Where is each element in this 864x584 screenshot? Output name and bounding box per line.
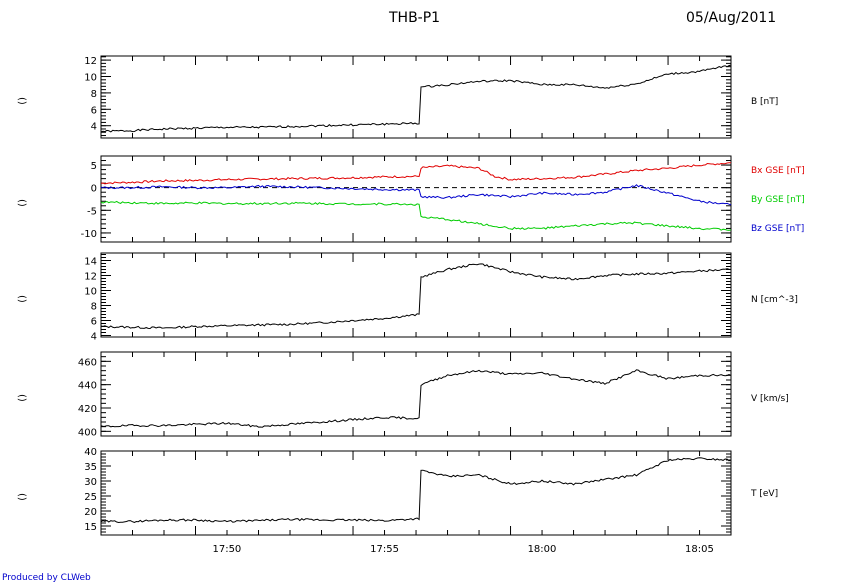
y-tick-label: 10 xyxy=(84,73,97,84)
y-tick-label: 35 xyxy=(84,462,97,473)
y-tick-label: 6 xyxy=(91,105,97,116)
y-tick-label: 12 xyxy=(84,272,97,283)
x-tick-label: 17:55 xyxy=(370,544,399,555)
x-tick-label: 18:05 xyxy=(685,544,714,555)
panel-frame xyxy=(100,55,732,139)
panel-side-label: () xyxy=(16,199,27,207)
series-label: N [cm^-3] xyxy=(751,295,798,305)
y-tick-label: 8 xyxy=(91,89,97,100)
series-label: By GSE [nT] xyxy=(751,195,805,205)
panel-side-label: () xyxy=(16,295,27,303)
y-tick-label: 400 xyxy=(78,427,97,438)
series-line-bx-gse-nt- xyxy=(100,162,731,185)
y-tick-label: 15 xyxy=(84,522,97,533)
panel-frame xyxy=(100,252,732,338)
series-label: Bx GSE [nT] xyxy=(751,166,805,176)
x-tick-label: 18:00 xyxy=(528,544,557,555)
y-tick-label: 30 xyxy=(84,477,97,488)
y-tick-label: 8 xyxy=(91,302,97,313)
credit-text: Produced by CLWeb xyxy=(2,573,91,583)
panel-frame xyxy=(100,155,732,243)
plot-date: 05/Aug/2011 xyxy=(686,10,777,26)
series-line-bz-gse-nt- xyxy=(100,184,732,206)
y-tick-label: 4 xyxy=(91,332,97,343)
series-label: T [eV] xyxy=(750,489,778,499)
y-tick-label: -5 xyxy=(87,206,97,217)
series-label: B [nT] xyxy=(751,97,778,107)
series-line-t-ev- xyxy=(100,457,732,524)
y-tick-label: 12 xyxy=(84,56,97,67)
panel-side-label: () xyxy=(16,394,27,402)
plot-title: THB-P1 xyxy=(389,10,441,26)
panel-frame xyxy=(100,450,732,536)
y-tick-label: 40 xyxy=(84,447,97,458)
y-tick-label: 0 xyxy=(91,184,97,195)
y-tick-label: 5 xyxy=(91,161,97,172)
y-tick-label: 20 xyxy=(84,507,97,518)
x-tick-label: 17:50 xyxy=(212,544,241,555)
panel-side-label: () xyxy=(16,493,27,501)
y-tick-label: 460 xyxy=(78,357,97,368)
y-tick-label: 6 xyxy=(91,317,97,328)
y-tick-label: 10 xyxy=(84,287,97,298)
series-line-v-km-s- xyxy=(100,369,732,428)
series-label: V [km/s] xyxy=(751,394,789,404)
series-label: Bz GSE [nT] xyxy=(751,224,804,234)
series-line-b-nt- xyxy=(100,64,732,133)
y-tick-label: 25 xyxy=(84,492,97,503)
y-tick-label: 420 xyxy=(78,404,97,415)
y-tick-label: 4 xyxy=(91,122,97,133)
y-tick-label: 14 xyxy=(84,257,97,268)
series-line-by-gse-nt- xyxy=(100,200,732,231)
panel-side-label: () xyxy=(16,97,27,105)
y-tick-label: -10 xyxy=(81,229,97,240)
y-tick-label: 440 xyxy=(78,381,97,392)
series-line-n-cm-3- xyxy=(100,263,732,330)
